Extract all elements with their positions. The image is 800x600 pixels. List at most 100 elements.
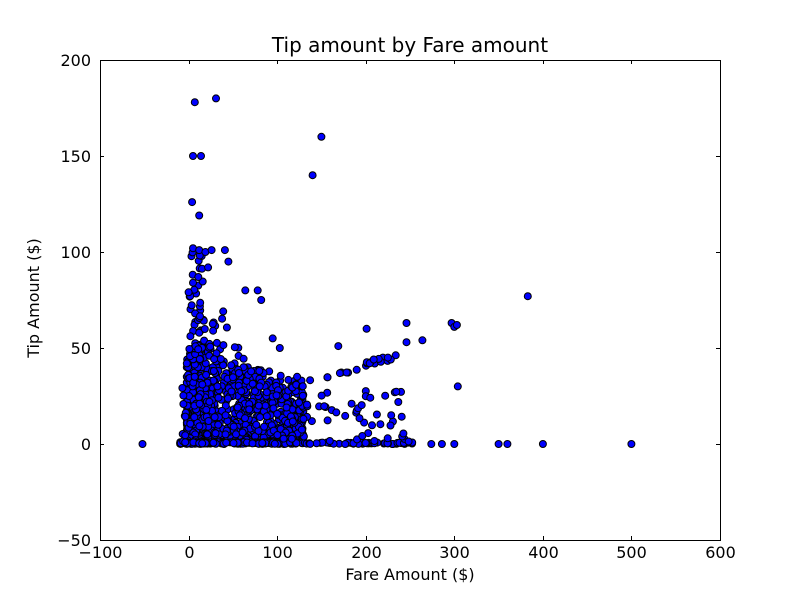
- data-point: [270, 439, 279, 448]
- data-point: [352, 365, 361, 374]
- data-point: [196, 312, 204, 321]
- data-point: [383, 353, 392, 362]
- data-point: [268, 334, 277, 343]
- data-point: [255, 382, 264, 391]
- data-point: [209, 438, 218, 447]
- data-point: [627, 440, 636, 448]
- data-point: [214, 393, 223, 402]
- data-point: [230, 343, 239, 352]
- y-tick-label: 150: [60, 147, 91, 166]
- tick-labels-layer: −100 0 100 200 300 400 500 600 −50 0 50 100 150 200: [57, 51, 736, 562]
- data-point: [221, 430, 230, 439]
- data-point: [308, 171, 317, 180]
- data-point: [284, 375, 293, 384]
- data-point: [282, 403, 291, 412]
- data-point: [387, 411, 396, 420]
- axes-frame: [100, 60, 721, 541]
- data-point: [227, 387, 236, 396]
- data-point: [196, 298, 205, 307]
- data-point: [218, 314, 227, 323]
- data-point: [262, 388, 271, 397]
- data-point: [212, 94, 220, 103]
- data-points-layer: [138, 94, 636, 448]
- data-point: [332, 408, 341, 417]
- data-point: [195, 328, 204, 337]
- data-point: [212, 338, 221, 347]
- data-point: [376, 420, 385, 429]
- data-point: [241, 286, 250, 295]
- data-point: [200, 325, 209, 333]
- data-point: [273, 409, 282, 418]
- data-point: [229, 373, 237, 382]
- data-point: [272, 391, 281, 400]
- data-point: [235, 369, 243, 377]
- data-point: [186, 332, 195, 341]
- data-point: [247, 367, 256, 376]
- data-point: [238, 428, 247, 437]
- data-point: [248, 379, 257, 388]
- data-point: [209, 367, 218, 375]
- data-point: [189, 278, 197, 287]
- data-point: [207, 246, 216, 255]
- data-point: [189, 152, 197, 160]
- data-point: [453, 382, 462, 391]
- data-point: [404, 437, 413, 446]
- data-point: [202, 405, 211, 414]
- data-point: [317, 391, 326, 400]
- data-point: [195, 355, 204, 364]
- data-point: [198, 439, 207, 448]
- data-point: [210, 355, 219, 364]
- data-point: [233, 403, 242, 412]
- data-point: [320, 402, 329, 411]
- data-point: [312, 439, 321, 448]
- data-point: [397, 412, 406, 421]
- data-point: [372, 410, 381, 419]
- data-point: [229, 422, 238, 431]
- data-point: [237, 387, 246, 396]
- chart-title: Tip amount by Fare amount: [271, 33, 549, 57]
- data-point: [368, 421, 376, 430]
- data-point: [181, 438, 190, 447]
- data-point: [206, 342, 215, 351]
- data-point: [275, 344, 284, 352]
- y-tick-label: 200: [60, 51, 91, 70]
- data-point: [279, 434, 288, 443]
- x-tick-label: −100: [79, 543, 123, 562]
- data-point: [299, 414, 308, 423]
- data-point: [306, 376, 315, 385]
- data-point: [452, 321, 461, 329]
- y-tick-label: 0: [81, 435, 91, 454]
- x-tick-label: 200: [351, 543, 382, 562]
- y-tick-label: 50: [71, 339, 91, 358]
- axes-layer: [100, 60, 721, 541]
- data-point: [347, 399, 356, 408]
- data-point: [222, 323, 231, 332]
- data-point: [232, 430, 240, 439]
- data-point: [298, 391, 307, 400]
- data-point: [181, 431, 190, 440]
- data-point: [341, 440, 350, 448]
- data-point: [323, 373, 332, 382]
- data-point: [523, 292, 532, 301]
- data-point: [181, 412, 190, 421]
- data-point: [323, 416, 332, 425]
- data-point: [295, 398, 303, 407]
- data-point: [224, 394, 232, 403]
- data-point: [250, 387, 259, 396]
- y-tick-label: 100: [60, 243, 91, 262]
- data-point: [219, 341, 228, 350]
- data-point: [254, 401, 263, 410]
- data-point: [195, 399, 204, 408]
- data-point: [229, 439, 238, 448]
- data-point: [179, 400, 188, 408]
- data-point: [221, 411, 230, 420]
- y-tick-label: −50: [57, 531, 91, 550]
- data-point: [190, 413, 199, 422]
- data-point: [239, 354, 248, 363]
- data-point: [204, 417, 213, 425]
- data-point: [257, 296, 266, 304]
- data-point: [194, 273, 203, 281]
- data-point: [245, 405, 254, 414]
- data-point: [503, 440, 512, 448]
- data-point: [293, 372, 302, 381]
